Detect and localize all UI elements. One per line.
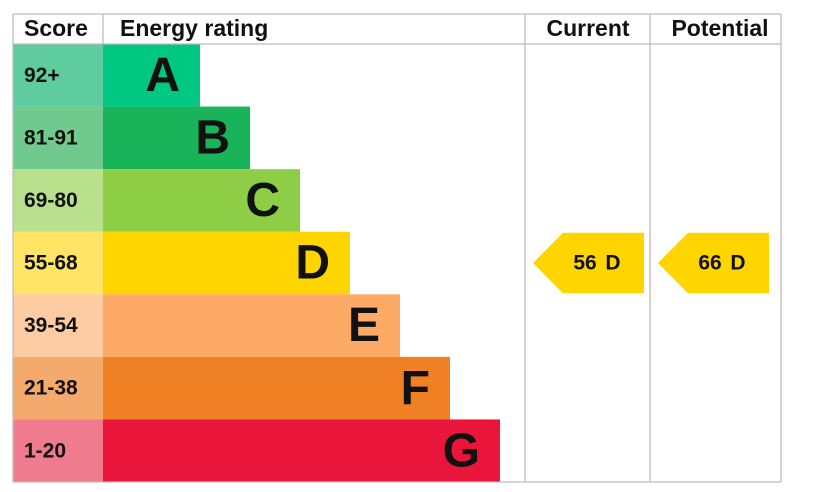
header-score: Score bbox=[24, 15, 88, 41]
score-range: 92+ bbox=[24, 64, 60, 87]
potential-band: D bbox=[730, 252, 745, 275]
rating-bar bbox=[103, 356, 450, 420]
header-potential: Potential bbox=[671, 15, 768, 41]
rating-bar bbox=[103, 44, 200, 107]
rating-bar bbox=[103, 419, 500, 482]
score-cell bbox=[13, 294, 103, 357]
score-cell bbox=[13, 231, 103, 295]
rating-bar bbox=[103, 106, 250, 170]
score-cell bbox=[13, 169, 103, 232]
score-range: 1-20 bbox=[24, 439, 66, 462]
rating-letter: D bbox=[295, 237, 330, 290]
rating-letter: G bbox=[443, 424, 480, 477]
score-range: 39-54 bbox=[24, 314, 78, 337]
rating-letter: A bbox=[145, 49, 180, 102]
potential-arrow bbox=[658, 232, 769, 294]
score-range: 55-68 bbox=[24, 252, 78, 275]
score-range: 69-80 bbox=[24, 189, 78, 212]
current-arrow bbox=[533, 232, 644, 294]
current-score: 56 bbox=[573, 252, 596, 275]
rating-bar bbox=[103, 294, 400, 357]
score-range: 81-91 bbox=[24, 126, 78, 149]
rating-bar bbox=[103, 169, 300, 232]
rating-bar bbox=[103, 231, 350, 295]
rating-letter: E bbox=[348, 299, 380, 352]
rating-letter: C bbox=[245, 174, 280, 227]
current-band: D bbox=[605, 252, 620, 275]
score-cell bbox=[13, 106, 103, 170]
potential-score: 66 bbox=[698, 252, 721, 275]
score-cell bbox=[13, 44, 103, 107]
score-cell bbox=[13, 419, 103, 482]
score-range: 21-38 bbox=[24, 377, 78, 400]
header-rating: Energy rating bbox=[120, 15, 268, 41]
rating-letter: B bbox=[195, 112, 230, 165]
score-cell bbox=[13, 356, 103, 420]
rating-letter: F bbox=[401, 362, 430, 415]
header-current: Current bbox=[546, 15, 629, 41]
